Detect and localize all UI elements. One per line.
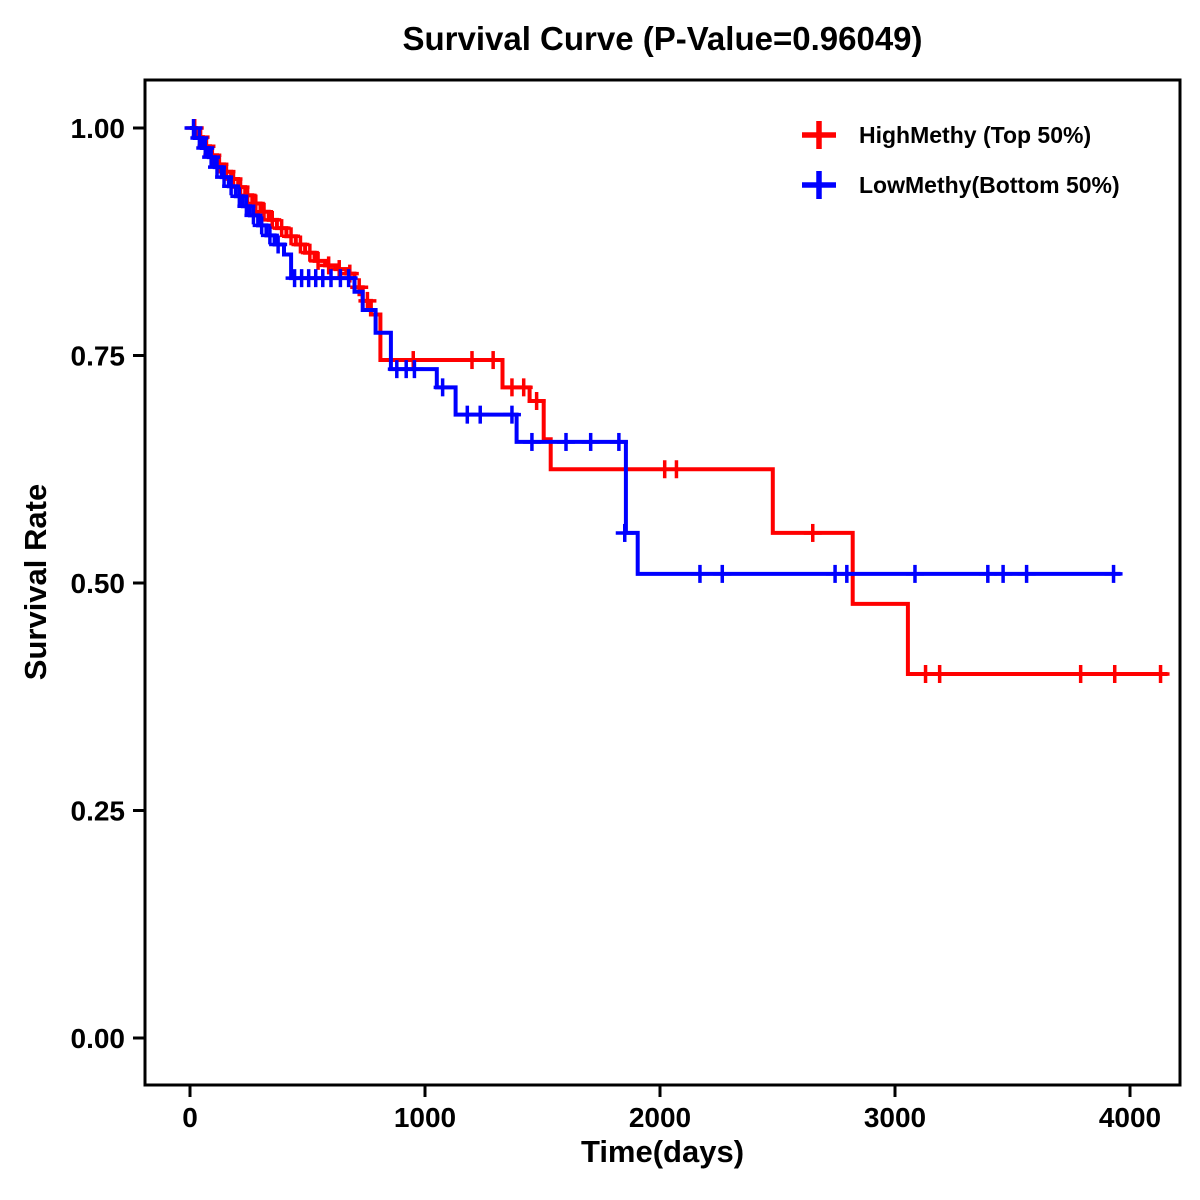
plot-border <box>143 78 1182 1087</box>
legend-label-highmethy: HighMethy (Top 50%) <box>859 121 1092 148</box>
x-tick-label: 0 <box>182 1102 198 1133</box>
x-tick-label: 4000 <box>1099 1102 1161 1133</box>
legend-item-lowmethy: LowMethy(Bottom 50%) <box>795 160 1120 210</box>
x-axis-label: Time(days) <box>580 1134 745 1169</box>
y-tick-label: 0.75 <box>71 341 126 372</box>
x-tick-label: 2000 <box>629 1102 691 1133</box>
chart-title: Survival Curve (P-Value=0.96049) <box>402 20 923 57</box>
blue-plus-marker-icon <box>802 171 836 199</box>
red-plus-marker-icon <box>802 121 836 149</box>
legend-label-lowmethy: LowMethy(Bottom 50%) <box>859 171 1120 198</box>
y-tick-label: 0.25 <box>71 796 126 827</box>
legend-item-highmethy: HighMethy (Top 50%) <box>795 110 1120 160</box>
y-tick-label: 0.50 <box>71 568 126 599</box>
x-tick-label: 3000 <box>864 1102 926 1133</box>
x-tick-label: 1000 <box>394 1102 456 1133</box>
y-tick-label: 0.00 <box>71 1023 126 1054</box>
legend: HighMethy (Top 50%) LowMethy(Bottom 50%) <box>795 110 1120 210</box>
y-tick-label: 1.00 <box>71 113 126 144</box>
